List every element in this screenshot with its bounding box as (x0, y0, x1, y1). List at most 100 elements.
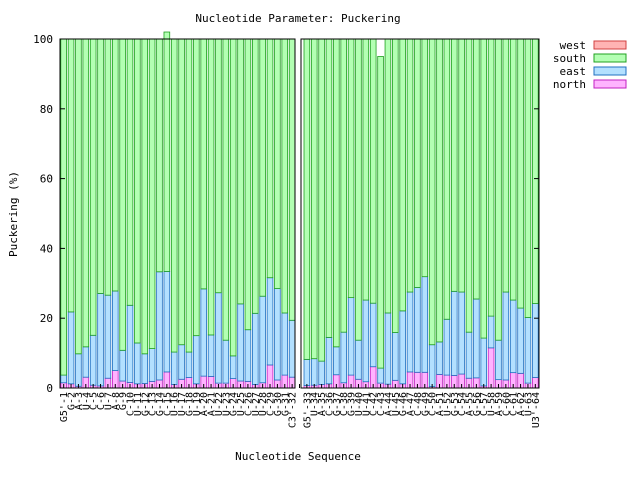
x-tick-label: U-27 (251, 392, 262, 416)
legend-label-west: west (560, 39, 587, 52)
x-tick-label: G-49 (420, 392, 431, 416)
x-axis-tick-labels: G5'-1G-2A-3U-4C-5C-6U-7A-8G-9C-10U-11G-1… (59, 384, 542, 428)
x-tick-label: A-35 (317, 392, 328, 416)
bar-south-12 (148, 38, 156, 349)
x-tick-label: G5'-33 (302, 392, 313, 428)
bar-east-11 (141, 353, 149, 384)
bar-south-16 (178, 38, 185, 346)
x-tick-label: U-25 (236, 392, 247, 416)
bar-south-2 (75, 38, 82, 355)
x-tick-label: U-4 (81, 392, 92, 410)
bar-east-21 (215, 292, 222, 384)
bar-east-0 (60, 374, 67, 384)
plot-frame-right (300, 38, 540, 389)
bar-east-22 (222, 339, 230, 384)
bar-east-29 (274, 288, 281, 381)
bar-east-59 (495, 339, 502, 381)
bar-south-31 (288, 38, 296, 321)
bar-east-9 (126, 304, 134, 383)
bar-east-1 (67, 311, 75, 385)
bar-east-37 (333, 346, 340, 376)
x-tick-label: C-57 (479, 392, 490, 416)
bar-south-39 (347, 38, 355, 299)
bar-south-1 (67, 38, 75, 313)
x-tick-label: G-46 (398, 392, 409, 416)
bar-south-33 (303, 38, 311, 360)
bar-group (60, 31, 539, 389)
y-axis-label: Puckering (%) (7, 171, 20, 257)
x-tick-label: C-42 (369, 392, 380, 416)
bar-south-49 (421, 38, 429, 278)
x-tick-label: G-30 (273, 392, 284, 416)
bar-east-38 (340, 331, 347, 384)
x-tick-label: U-22 (214, 392, 225, 416)
x-tick-label: U-41 (361, 392, 372, 416)
bar-south-42 (369, 38, 377, 304)
bar-north-58 (487, 347, 495, 389)
x-tick-label: C-36 (324, 392, 335, 416)
x-tick-label: U-7 (103, 392, 114, 410)
bar-south-7 (112, 38, 119, 292)
bar-south-8 (119, 38, 126, 351)
bar-south-40 (355, 38, 362, 341)
bar-east-43 (377, 367, 384, 384)
bar-south-45 (392, 38, 399, 333)
x-tick-label: U-17 (177, 392, 188, 416)
bar-east-53 (450, 290, 458, 376)
bar-south-46 (399, 38, 406, 312)
x-tick-label: G-37 (332, 392, 343, 416)
bar-east-57 (480, 337, 488, 387)
bar-south-36 (325, 38, 333, 338)
bar-east-5 (97, 293, 104, 387)
bar-east-27 (259, 295, 266, 384)
bar-south-51 (436, 38, 443, 343)
bar-east-64 (532, 303, 539, 378)
bar-east-6 (104, 294, 112, 379)
bar-south-34 (310, 38, 318, 360)
x-tick-label: G-53 (450, 392, 461, 416)
x-tick-label: U-63 (523, 392, 534, 416)
bar-east-35 (318, 360, 325, 385)
x-tick-label: C3'-32 (288, 392, 299, 428)
bar-east-20 (207, 334, 215, 377)
bar-south-48 (414, 38, 421, 288)
x-tick-label: U-40 (354, 392, 365, 416)
bar-south-28 (266, 38, 274, 279)
bar-east-2 (75, 353, 82, 387)
x-tick-label: U-45 (391, 392, 402, 416)
x-tick-label: U-11 (133, 392, 144, 416)
bar-east-30 (281, 312, 289, 376)
bar-east-46 (399, 310, 406, 385)
bar-south-38 (340, 38, 347, 333)
y-tick-label: 80 (40, 103, 53, 116)
x-tick-label: A-47 (406, 392, 417, 416)
bar-east-45 (392, 332, 399, 381)
bar-south-57 (480, 38, 488, 339)
x-tick-label: G-18 (184, 392, 195, 416)
bar-east-58 (487, 315, 495, 349)
bar-east-31 (288, 319, 296, 378)
x-tick-label: A-59 (494, 392, 505, 416)
y-axis: 0 20 40 60 80 100 (33, 33, 539, 395)
bar-south-5 (97, 38, 104, 294)
bar-south-29 (274, 38, 281, 289)
bar-east-25 (244, 329, 252, 382)
x-tick-label: C-50 (428, 392, 439, 416)
x-tick-label: C-15 (162, 392, 173, 416)
bar-south-37 (333, 38, 340, 348)
legend-label-north: north (553, 78, 586, 91)
bar-south-43 (377, 56, 384, 369)
bar-south-26 (252, 38, 259, 314)
bar-east-55 (465, 331, 473, 379)
bar-east-52 (443, 318, 451, 376)
x-tick-label: A-3 (74, 392, 85, 410)
x-tick-label: C-29 (266, 392, 277, 416)
x-tick-label: A-44 (383, 392, 394, 416)
bar-east-3 (82, 346, 90, 378)
x-tick-label: U-28 (258, 392, 269, 416)
bar-east-44 (384, 312, 392, 385)
bar-south-41 (362, 38, 370, 301)
x-tick-label: U-58 (487, 392, 498, 416)
